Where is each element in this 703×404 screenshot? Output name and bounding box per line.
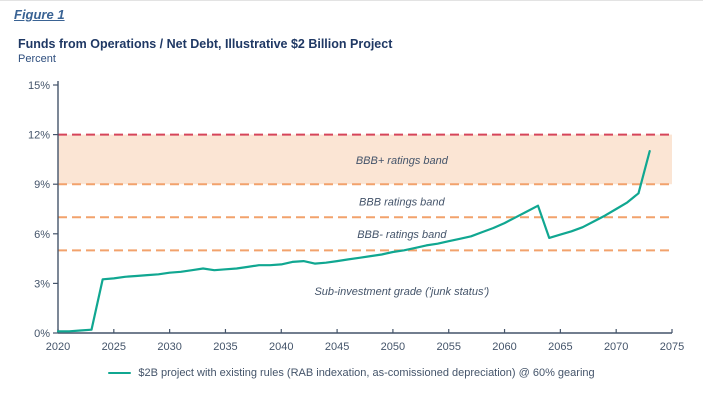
x-axis-label: 2060 [492,341,516,353]
y-axis-label: 0% [34,328,50,340]
ratings-band-annotation: BBB ratings band [359,197,445,209]
y-axis-label: 9% [34,179,50,191]
y-axis-label: 6% [34,229,50,241]
x-axis-label: 2070 [604,341,628,353]
ratings-band-annotation: BBB+ ratings band [356,155,449,167]
chart-title: Funds from Operations / Net Debt, Illust… [18,37,393,51]
series-line-2b-project [56,149,651,333]
x-axis-label: 2040 [269,341,293,353]
x-axis-label: 2025 [102,341,126,353]
chart-y-axis-unit: Percent [18,53,56,65]
figure-label: Figure 1 [14,7,65,22]
legend-line-swatch [108,371,132,375]
y-axis-label: 15% [28,80,50,92]
bbb-plus-band-area [58,134,672,185]
x-axis-label: 2045 [325,341,349,353]
x-axis-label: 2050 [381,341,405,353]
ratings-band-annotation: Sub-investment grade ('junk status') [314,286,489,298]
y-axis-label: 12% [28,130,50,142]
x-axis-label: 2020 [46,341,70,353]
ratings-band-annotation: BBB- ratings band [357,229,447,241]
x-axis-label: 2030 [157,341,181,353]
chart-legend: $2B project with existing rules (RAB ind… [0,367,703,379]
chart-plot-area: 0% 3% 6% 9% 12% 15% 2020 2025 2030 2035 2040 2045 20… [28,80,684,353]
x-axis-label: 2035 [213,341,237,353]
x-axis-label: 2065 [548,341,572,353]
y-axis-label: 3% [34,278,50,290]
x-axis-label: 2055 [436,341,460,353]
legend-series-label: $2B project with existing rules (RAB ind… [138,367,595,379]
x-axis-label: 2075 [660,341,684,353]
